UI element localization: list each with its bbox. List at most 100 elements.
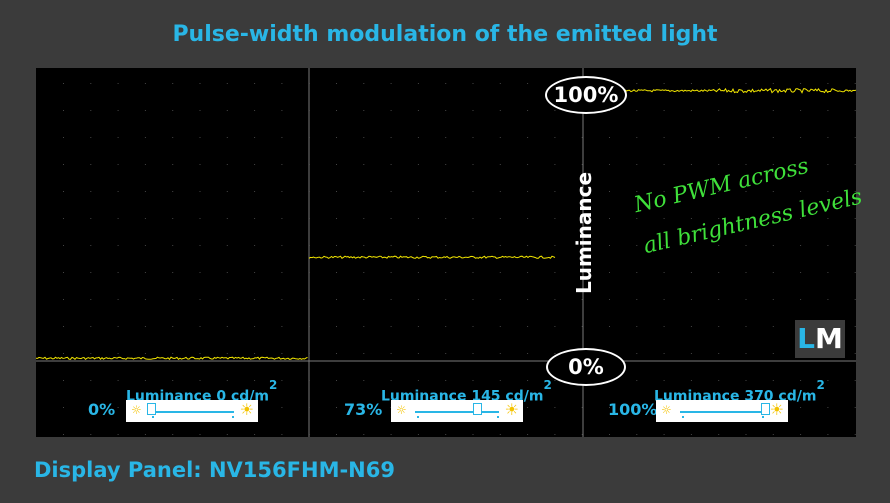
grid-dot (527, 191, 529, 192)
grid-dot (499, 83, 501, 84)
plot-svg (36, 68, 856, 437)
grid-dot (527, 434, 529, 435)
grid-dot (663, 299, 665, 300)
grid-dot (663, 218, 665, 219)
grid-dot (90, 218, 92, 219)
grid-dot (445, 245, 447, 246)
grid-dot (226, 326, 228, 327)
grid-dot (63, 164, 64, 165)
grid-dot (363, 407, 365, 408)
grid-dot (609, 191, 610, 192)
slider-dot (497, 416, 499, 418)
grid-dot (117, 353, 119, 354)
grid-dot (390, 326, 392, 327)
grid-dot (636, 245, 638, 246)
display-panel-label: Display Panel: NV156FHM-N69 (34, 458, 395, 482)
grid-dot (472, 434, 474, 435)
grid-dot (718, 326, 720, 327)
grid-dot (472, 191, 474, 192)
slider-thumb (473, 403, 483, 415)
grid-dot (800, 380, 802, 381)
grid-dot (254, 272, 256, 273)
grid-dot (417, 218, 419, 219)
grid-dot (827, 137, 829, 138)
sun-small-icon: ☼ (131, 403, 142, 417)
grid-dot (718, 299, 720, 300)
grid-dot (527, 245, 529, 246)
grid-dot (690, 137, 692, 138)
grid-dot (609, 245, 610, 246)
grid-dot (609, 299, 610, 300)
grid-dot (772, 218, 774, 219)
grid-dot (117, 83, 119, 84)
grid-dot (363, 137, 365, 138)
grid-dot (90, 110, 92, 111)
grid-dot (527, 299, 529, 300)
grid-dot (772, 299, 774, 300)
grid-dot (281, 434, 283, 435)
grid-dot (445, 191, 447, 192)
grid-dot (663, 272, 665, 273)
panel-1-unit-exponent: 2 (268, 378, 278, 392)
grid-dot (254, 353, 256, 354)
grid-dot (417, 326, 419, 327)
grid-dot (445, 272, 447, 273)
sun-large-icon: ☀ (504, 400, 519, 419)
grid-dot (554, 380, 556, 381)
grid-dot (636, 218, 638, 219)
slider-dot (762, 416, 764, 418)
grid-dot (144, 272, 146, 273)
luminance-axis-label: Luminance (572, 171, 596, 295)
grid-dot (690, 272, 692, 273)
grid-dot (144, 110, 146, 111)
grid-dot (718, 137, 720, 138)
grid-dot (226, 353, 228, 354)
grid-dot (800, 299, 802, 300)
grid-dot (800, 164, 802, 165)
grid-dot (226, 137, 228, 138)
grid-dot (745, 164, 747, 165)
grid-dot (854, 434, 856, 435)
grid-dot (417, 245, 419, 246)
grid-dot (554, 299, 556, 300)
grid-dot (199, 380, 201, 381)
lm-logo: LM (795, 320, 845, 358)
grid-dot (199, 299, 201, 300)
grid-dot (690, 326, 692, 327)
grid-dot (800, 110, 802, 111)
slider-track (680, 411, 764, 413)
grid-dot (336, 434, 337, 435)
grid-dot (718, 380, 720, 381)
grid-dot (663, 434, 665, 435)
grid-dot (90, 272, 92, 273)
grid-dot (226, 380, 228, 381)
grid-dot (690, 218, 692, 219)
grid-dot (199, 137, 201, 138)
grid-dot (499, 299, 501, 300)
grid-dot (581, 245, 583, 246)
grid-dot (172, 137, 174, 138)
logo-letter-m: M (814, 322, 843, 355)
grid-dot (226, 191, 228, 192)
grid-dot (745, 272, 747, 273)
sun-small-icon: ☼ (661, 403, 672, 417)
grid-dot (745, 245, 747, 246)
grid-dot (63, 380, 64, 381)
grid-dot (254, 137, 256, 138)
grid-dot (718, 83, 720, 84)
grid-dot (363, 218, 365, 219)
grid-dot (745, 380, 747, 381)
grid-dot (336, 326, 337, 327)
trace-segment-3 (624, 87, 856, 94)
panel-2-brightness: 73% (344, 400, 383, 419)
grid-dot (363, 380, 365, 381)
grid-dot (90, 299, 92, 300)
grid-dot (554, 191, 556, 192)
grid-dot (827, 110, 829, 111)
grid-dot (144, 191, 146, 192)
grid-dot (336, 218, 337, 219)
grid-dot (527, 380, 529, 381)
grid-dot (827, 191, 829, 192)
grid-dot (636, 191, 638, 192)
bottom-marker-0: 0% (546, 348, 626, 386)
